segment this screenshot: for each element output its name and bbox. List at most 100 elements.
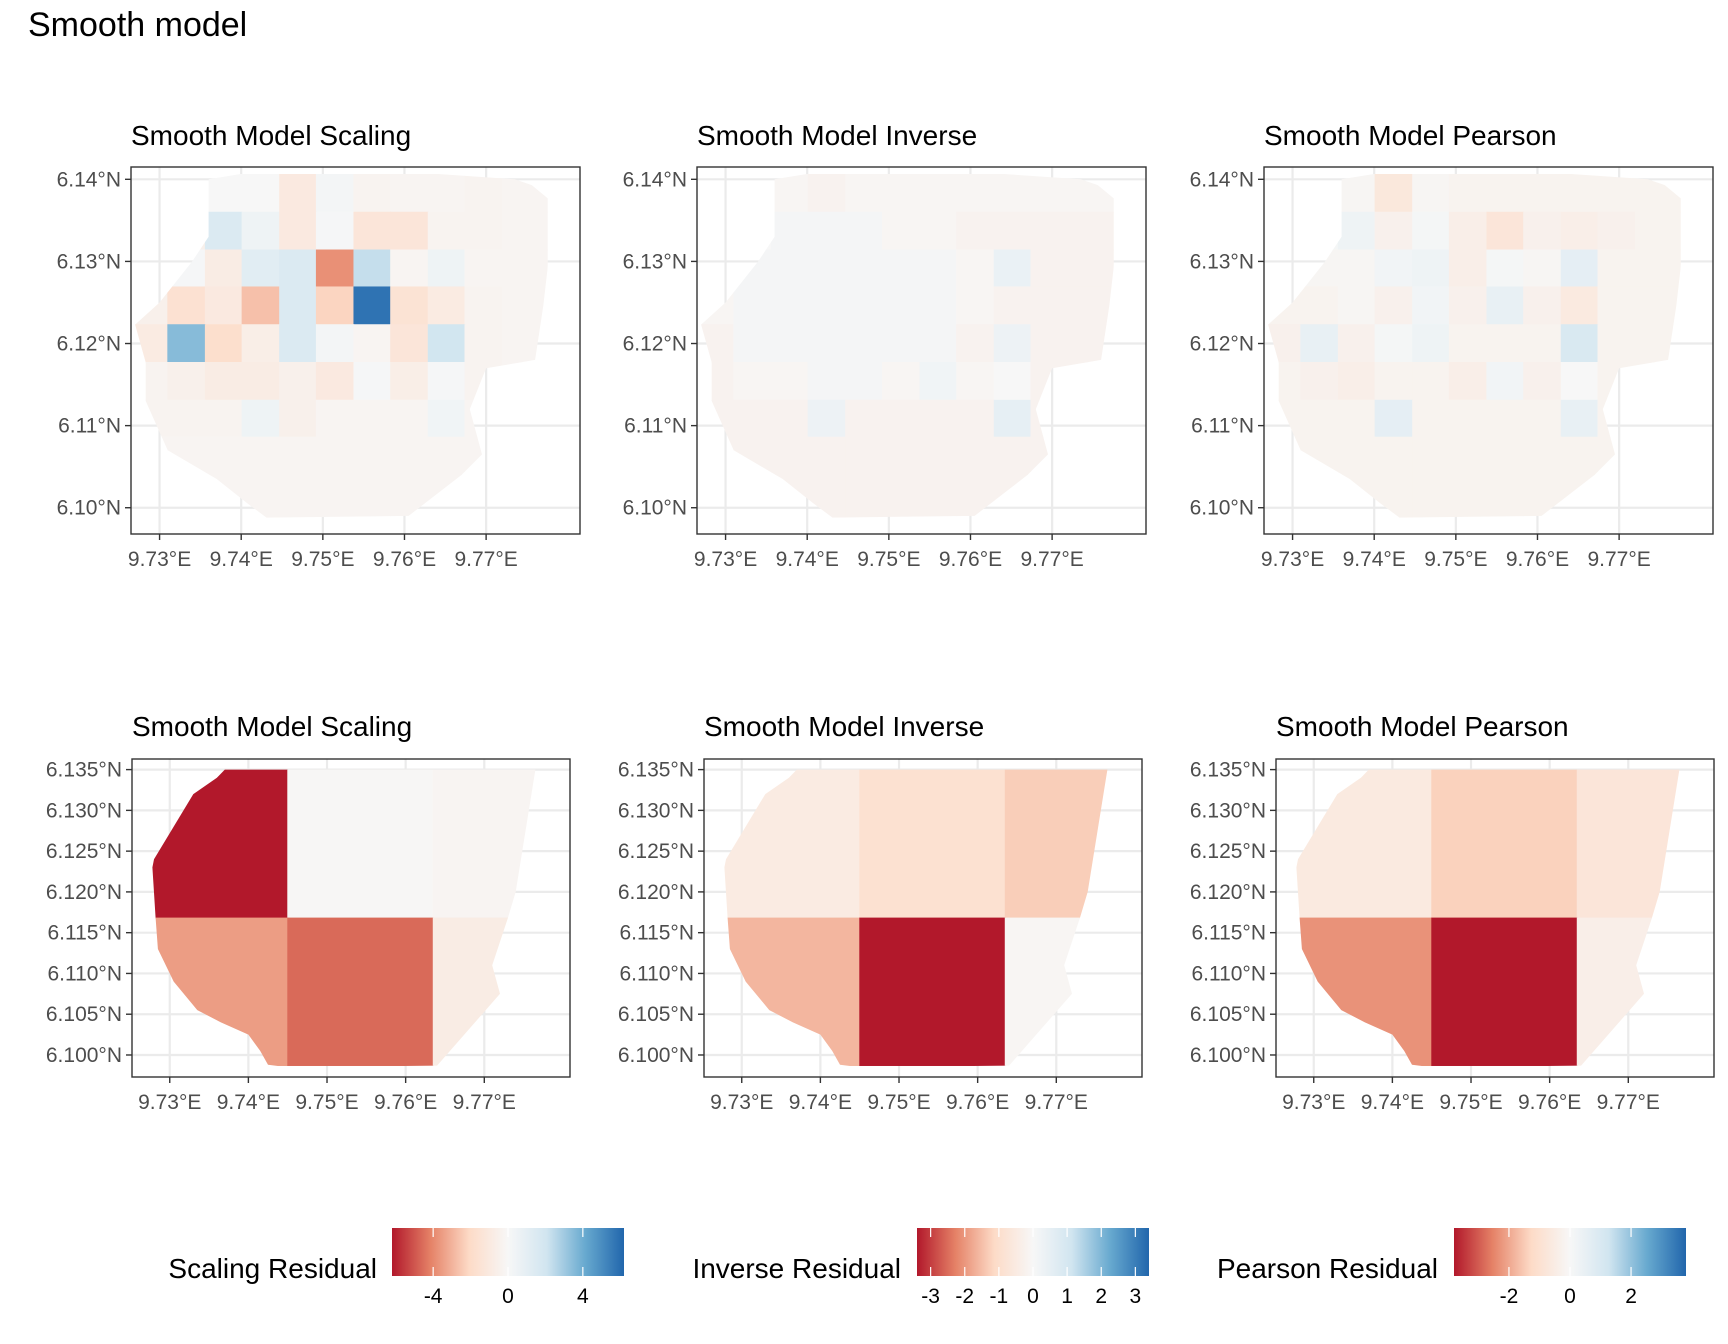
heatmap-cell [1448,211,1488,251]
heatmap-cell [1412,324,1450,363]
x-tick-label: 9.74°E [217,1091,280,1114]
heatmap-cell [315,211,355,251]
heatmap-cell [315,362,355,401]
heatmap-cell [993,249,1032,288]
heatmap-cell [733,324,772,363]
heatmap-cell [881,474,921,518]
heatmap-cell [315,436,355,476]
heatmap-cell [353,436,392,476]
heatmap-cell [845,249,883,288]
x-tick-label: 9.75°E [1424,548,1487,571]
heatmap-cell [770,436,809,476]
panel-border [696,166,1147,535]
heatmap-cell [956,436,995,476]
heatmap-cell [1300,286,1339,326]
heatmap-cell [1560,324,1599,363]
heatmap-cell [279,286,317,326]
x-tick-label: 9.74°E [1361,1091,1424,1114]
heatmap-cell [770,173,809,213]
heatmap-cell [390,399,429,438]
heatmap-cell [1486,436,1525,476]
heatmap-cell [881,249,921,288]
heatmap-cell [315,399,355,438]
x-tick-label: 9.75°E [867,1091,930,1114]
heatmap-cell [1431,917,1578,1066]
heatmap-cell [353,362,392,401]
y-tick-label: 6.100°N [618,1044,694,1067]
heatmap-cell [733,399,772,438]
y-tick-label: 6.130°N [618,799,694,822]
heatmap-cell [353,474,392,518]
y-tick-label: 6.14°N [1190,168,1254,191]
heatmap-cell [1337,399,1376,438]
heatmap-cell [1635,286,1681,326]
heatmap-cell [1448,249,1488,288]
heatmap-cell [241,399,280,438]
heatmap-cell [1030,173,1069,213]
heatmap-cell [279,324,317,363]
heatmap-cell [859,917,1006,1066]
heatmap-cell [1412,211,1450,251]
heatmap-cell [881,362,921,401]
heatmap-cell [807,362,846,401]
heatmap-cell [1486,211,1525,251]
x-tick-label: 9.73°E [1261,548,1324,571]
heatmap-cell [1030,324,1069,363]
panel-5: Smooth Model Inverse 9.73°E 9.74°E 9.75°E 9.… [618,711,1143,1114]
heatmap-cell [845,436,883,476]
heatmap-cell [353,324,392,363]
heatmap-cell [807,211,846,251]
heatmap-cell [390,173,429,213]
heatmap-cell [390,211,429,251]
heatmap-cell [1597,286,1636,326]
heatmap-cell [1560,436,1599,476]
y-tick-label: 6.12°N [623,333,687,356]
panel-title: Smooth Model Scaling [131,120,411,151]
heatmap-cell [1448,474,1488,518]
y-tick-label: 6.135°N [46,759,122,782]
heatmap-cell [1374,399,1413,438]
heatmap-cell [956,211,995,251]
heatmap-cell [956,173,995,213]
heatmap-cell [279,211,317,251]
heatmap-cell [1412,436,1450,476]
heatmap-cell [1412,399,1450,438]
y-tick-label: 6.135°N [618,759,694,782]
heatmap-cell [993,362,1032,401]
legend-2: Inverse Residual -3 -2 -1 0 1 2 3 [692,1228,1149,1308]
y-tick-label: 6.100°N [1190,1044,1266,1067]
legend-tick-label: -4 [424,1285,443,1308]
heatmap-cell [881,324,921,363]
y-tick-label: 6.130°N [1190,799,1266,822]
heatmap-cell [390,286,429,326]
y-tick-label: 6.11°N [1191,415,1254,438]
heatmap-cell [881,211,921,251]
heatmap-cell [427,324,466,363]
heatmap-cell [167,324,206,363]
y-tick-label: 6.110°N [47,962,122,985]
heatmap-cell [167,362,206,401]
heatmap-cell [1337,324,1376,363]
x-tick-label: 9.74°E [1343,548,1406,571]
heatmap-cell [241,362,280,401]
page-title: Smooth model [28,6,248,44]
heatmap-cell [427,436,466,476]
heatmap-cell [1337,249,1376,288]
heatmap-cell [1030,249,1069,288]
y-tick-label: 6.115°N [619,922,694,945]
heatmap-cell [1374,249,1413,288]
y-tick-label: 6.125°N [1190,840,1266,863]
y-tick-label: 6.12°N [1190,333,1254,356]
x-tick-label: 9.77°E [1025,1091,1088,1114]
heatmap-cell [807,436,846,476]
heatmap-cells [152,769,536,1066]
heatmap-cell [1412,173,1450,213]
legend-tick-label: 2 [1625,1285,1637,1308]
heatmap-cell [845,474,883,518]
heatmap-cell [845,362,883,401]
heatmap-cell [1337,211,1376,251]
heatmap-cell [993,436,1032,476]
heatmap-cell [733,362,772,401]
heatmap-cell [427,399,466,438]
y-tick-label: 6.14°N [623,168,687,191]
